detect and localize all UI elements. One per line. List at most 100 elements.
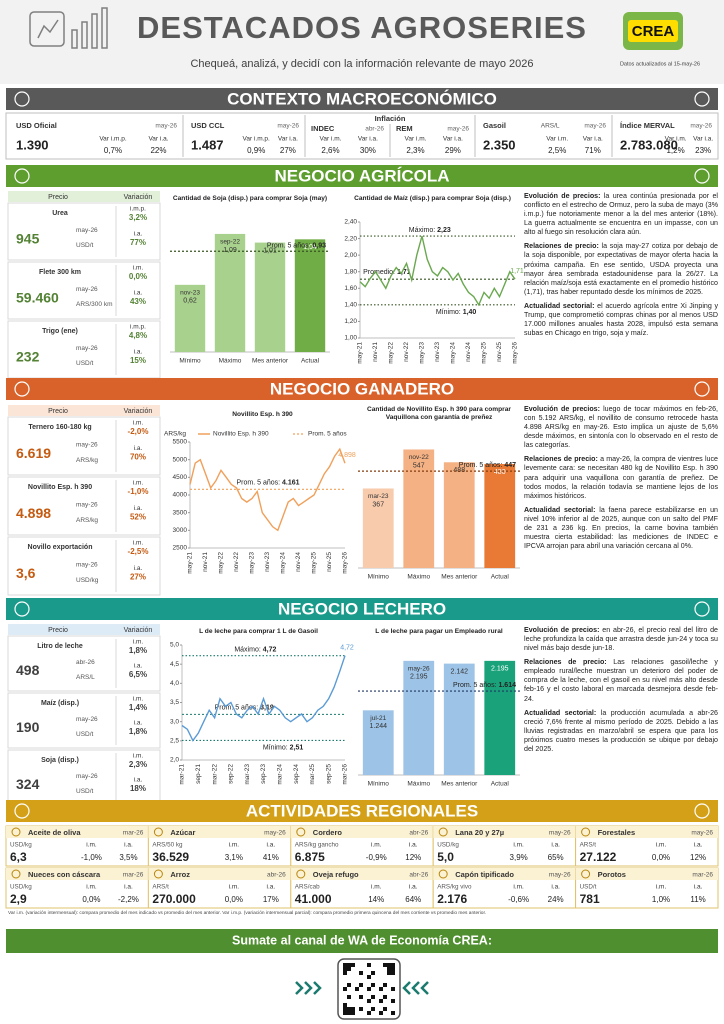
ref-label: Prom. 5 años: 3,19 (215, 704, 274, 711)
y-tick-label: 1,40 (344, 302, 357, 309)
qr-cell (391, 1011, 395, 1015)
regional-icon (438, 827, 448, 837)
regional-card-head (290, 826, 434, 838)
item-name: Lana 20 y 27µ (455, 828, 504, 837)
var-label: i.m. (371, 884, 382, 891)
var-value: 64% (405, 895, 421, 904)
x-tick-label: mar-21 (179, 764, 186, 785)
table-header: Precio (48, 627, 68, 634)
ref-label-value: 1.614 (498, 682, 516, 689)
var-label: i.a. (267, 842, 276, 849)
ref-label: Prom. 5 años: 447 (459, 462, 516, 469)
x-tick-label: nov-23 (264, 552, 271, 572)
row-value: 4.898 (16, 505, 51, 521)
var-value: 23% (695, 146, 711, 155)
note-text: el acuerdo agrícola entre Xi Jinping y T… (524, 301, 718, 338)
var-label: i.a. (134, 289, 143, 296)
bar-value-label: 367 (372, 501, 384, 508)
ref-label: Máximo: 4,72 (234, 647, 276, 654)
x-tick-label: Máximo (407, 574, 430, 581)
var-value: 12% (405, 853, 421, 862)
qr-cell (347, 1011, 351, 1015)
qr-cell (367, 987, 371, 991)
y-tick-label: 4000 (173, 492, 188, 499)
var-label: i.m. (229, 842, 240, 849)
ref-label: Prom. 5 años: 4.161 (237, 479, 300, 486)
line-series (359, 235, 516, 307)
item-name: Cordero (313, 828, 343, 837)
var-value: 43% (130, 297, 146, 306)
item-value: 41.000 (295, 892, 332, 906)
cta-text: Sumate al canal de WA de Economía CREA: (232, 933, 492, 947)
item-date: mar-26 (123, 830, 144, 837)
bar (403, 660, 435, 775)
var-label: i.a. (134, 565, 143, 572)
qr-cell (343, 971, 347, 975)
y-tick-label: 2,0 (170, 757, 179, 764)
var-label: Var i.a. (358, 136, 378, 143)
qr-cell (391, 971, 395, 975)
bar (362, 488, 394, 568)
note-label: Evolución de precios: (524, 405, 600, 413)
item-value: 1.487 (191, 137, 224, 152)
var-value: 2,3% (129, 760, 147, 769)
qr-cell (391, 967, 395, 971)
logo-inner (628, 20, 678, 42)
qr-cell (343, 1007, 347, 1011)
qr-cell (343, 1003, 347, 1007)
qr-cell (367, 963, 371, 967)
x-tick-label: may-22 (218, 552, 225, 574)
var-value: -0,6% (508, 895, 529, 904)
bar (443, 462, 475, 568)
y-tick-label: 1,60 (344, 285, 357, 292)
item-value: 270.000 (152, 892, 196, 906)
var-value: 6,5% (129, 670, 147, 679)
section-band (6, 88, 718, 110)
var-value: -1,0% (81, 853, 102, 862)
x-tick-label: nov-25 (496, 342, 503, 362)
var-label: i.a. (694, 884, 703, 891)
item-value: 2,9 (10, 892, 27, 906)
regional-card-head (148, 826, 291, 838)
chart-title: Novillito Esp. h 390 (232, 411, 293, 418)
var-label: Var i.a. (278, 136, 298, 143)
ref-label-value: 2,51 (290, 744, 304, 751)
note-text: la soja may-27 cotiza por debajo de la s… (524, 242, 718, 296)
ref-label: Máximo: 2,23 (409, 227, 451, 234)
table-row (7, 692, 161, 749)
item-unit: USD/t (580, 884, 597, 891)
bar (254, 242, 286, 352)
item-date: mar-26 (692, 872, 713, 879)
row-unit: USD/t (76, 731, 94, 738)
regional-card-head (433, 826, 576, 838)
x-tick-label: nov-21 (372, 342, 379, 362)
x-tick-label: sep-23 (260, 764, 267, 784)
x-tick-label: may-24 (450, 342, 457, 364)
ref-label-value: 0,93 (312, 242, 326, 249)
qr-cell (387, 963, 391, 967)
qr-cell (371, 995, 375, 999)
item-value: 6,3 (10, 850, 27, 864)
section-title: CONTEXTO MACROECONÓMICO (227, 89, 497, 108)
band-icon (14, 168, 30, 184)
note-text: la producción acumulada a abr-26 creció … (524, 708, 718, 753)
var-label: i.a. (409, 842, 418, 849)
qr-cell (371, 1007, 375, 1011)
var-value: 1,2% (666, 146, 684, 155)
var-label: Var i.m. (546, 136, 568, 143)
var-value: 27% (130, 572, 146, 581)
var-label: i.m. (133, 480, 144, 487)
section-band (6, 378, 718, 400)
band-icon (14, 381, 30, 397)
notes: Evolución de precios: luego de tocar máx… (524, 405, 718, 556)
x-tick-label: Mínimo (368, 574, 390, 581)
var-label: i.a. (551, 884, 560, 891)
x-tick-label: mar-24 (277, 764, 284, 785)
x-tick-label: may-21 (187, 552, 194, 574)
x-tick-label: mar-22 (211, 764, 218, 785)
row-date: may-26 (76, 227, 98, 234)
var-label: i.m. (133, 540, 144, 547)
var-value: 3,5% (119, 853, 137, 862)
row-unit: USD/t (76, 360, 94, 367)
item-value: 2.783.080 (620, 137, 678, 152)
